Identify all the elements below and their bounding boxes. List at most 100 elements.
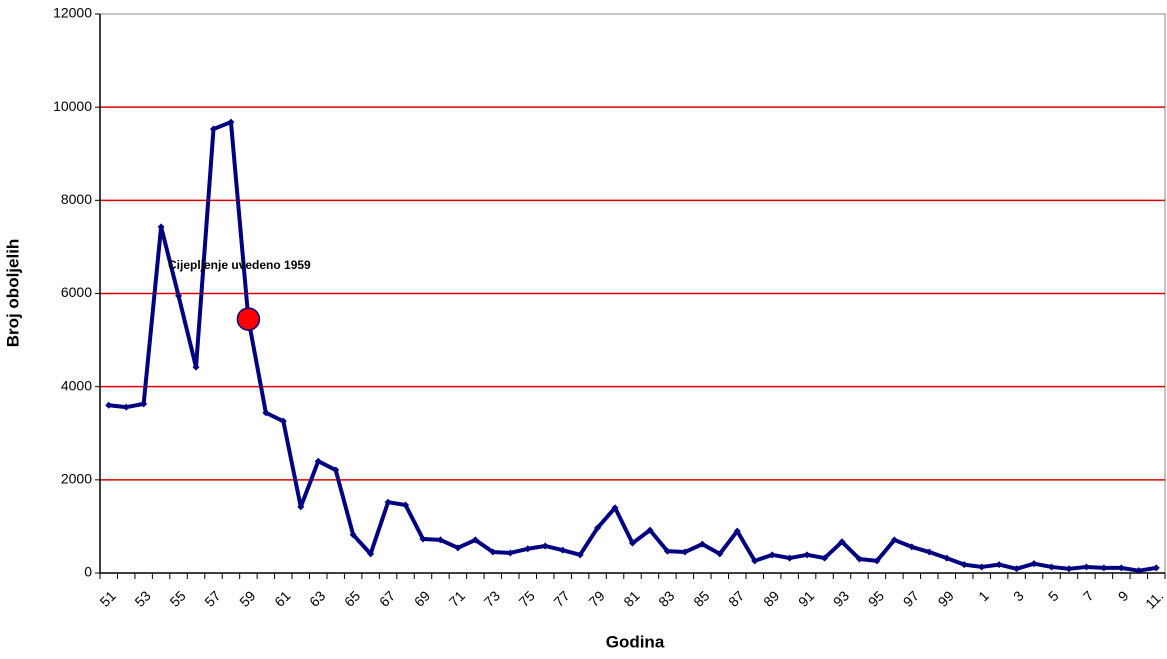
data-point	[594, 524, 602, 532]
data-point	[367, 550, 375, 558]
data-point	[1082, 563, 1090, 571]
data-point	[506, 549, 514, 557]
data-point	[384, 498, 392, 506]
data-point	[873, 557, 881, 565]
data-point	[559, 546, 567, 554]
x-tick-label: 75	[516, 587, 538, 609]
x-tick-label: 5	[1045, 587, 1062, 604]
data-point	[681, 548, 689, 556]
data-point	[175, 292, 183, 300]
x-tick-label: 79	[585, 587, 607, 609]
data-point	[943, 554, 951, 562]
x-tick-label: 93	[830, 587, 852, 609]
y-tick-label: 10000	[53, 98, 92, 114]
x-tick-label: 67	[376, 587, 398, 609]
data-point	[1048, 563, 1056, 571]
x-tick-label: 91	[795, 587, 817, 609]
data-point	[209, 125, 217, 133]
x-tick-label: 9	[1115, 587, 1132, 604]
data-point	[733, 527, 741, 535]
data-point	[960, 561, 968, 569]
y-tick-label: 2000	[61, 471, 92, 487]
data-point	[402, 501, 410, 509]
data-point	[838, 538, 846, 546]
data-point	[855, 555, 863, 563]
data-point	[1100, 564, 1108, 572]
x-tick-label: 3	[1010, 587, 1027, 604]
x-tick-label: 95	[865, 587, 887, 609]
data-line	[108, 120, 1157, 573]
data-point	[349, 531, 357, 539]
data-point	[1013, 565, 1021, 573]
x-tick-label: 73	[481, 587, 503, 609]
data-point	[890, 536, 898, 544]
data-point	[716, 550, 724, 558]
data-point	[663, 547, 671, 555]
data-point	[140, 400, 148, 408]
x-tick-label: 11.	[1142, 587, 1166, 611]
data-point	[908, 543, 916, 551]
data-point	[821, 554, 829, 562]
data-point	[419, 535, 427, 543]
y-tick-label: 0	[84, 564, 92, 580]
y-tick-label: 8000	[61, 191, 92, 207]
data-point	[192, 363, 200, 371]
data-point	[978, 563, 986, 571]
data-point	[995, 561, 1003, 569]
data-point	[454, 544, 462, 552]
y-tick-label: 4000	[61, 377, 92, 393]
data-point	[803, 551, 811, 559]
data-point	[489, 548, 497, 556]
data-point	[227, 118, 235, 126]
x-tick-label: 85	[690, 587, 712, 609]
x-tick-label: 65	[341, 587, 363, 609]
x-tick-label: 57	[201, 587, 223, 609]
data-point	[279, 417, 287, 425]
data-point	[436, 536, 444, 544]
y-tick-label: 6000	[61, 284, 92, 300]
x-tick-label: 89	[760, 587, 782, 609]
data-point	[1135, 567, 1143, 575]
data-point	[1117, 564, 1125, 572]
x-tick-label: 87	[725, 587, 747, 609]
data-point	[576, 551, 584, 559]
x-tick-label: 1	[975, 587, 992, 604]
data-point	[698, 540, 706, 548]
y-axis-title: Broj oboljelih	[3, 239, 22, 348]
data-point	[629, 539, 636, 547]
data-point	[122, 403, 130, 411]
x-tick-label: 77	[550, 587, 572, 609]
data-point	[471, 536, 479, 544]
x-tick-label: 55	[166, 587, 188, 609]
data-point	[1030, 560, 1038, 568]
data-point	[524, 545, 532, 553]
x-tick-label: 51	[97, 587, 119, 609]
data-point	[611, 504, 619, 512]
data-point	[1065, 565, 1073, 573]
data-point	[105, 401, 113, 409]
y-tick-label: 12000	[53, 5, 92, 21]
x-tick-label: 71	[446, 587, 468, 609]
x-tick-label: 59	[236, 587, 258, 609]
data-point	[1152, 564, 1160, 572]
x-tick-label: 63	[306, 587, 328, 609]
data-point	[541, 542, 549, 550]
data-point	[297, 503, 305, 511]
x-tick-label: 69	[411, 587, 433, 609]
x-tick-label: 99	[935, 587, 957, 609]
data-point	[314, 457, 322, 465]
data-point	[262, 409, 270, 417]
x-tick-label: 7	[1080, 587, 1097, 604]
data-point	[786, 554, 794, 562]
x-tick-label: 97	[900, 587, 922, 609]
data-point	[768, 551, 776, 559]
data-point	[332, 466, 340, 474]
x-tick-label: 61	[271, 587, 293, 609]
x-tick-label: 53	[131, 587, 153, 609]
data-point	[157, 223, 165, 231]
x-axis-title: Godina	[606, 632, 665, 651]
x-tick-label: 81	[620, 587, 642, 609]
data-point	[751, 557, 759, 565]
data-point	[646, 526, 654, 534]
